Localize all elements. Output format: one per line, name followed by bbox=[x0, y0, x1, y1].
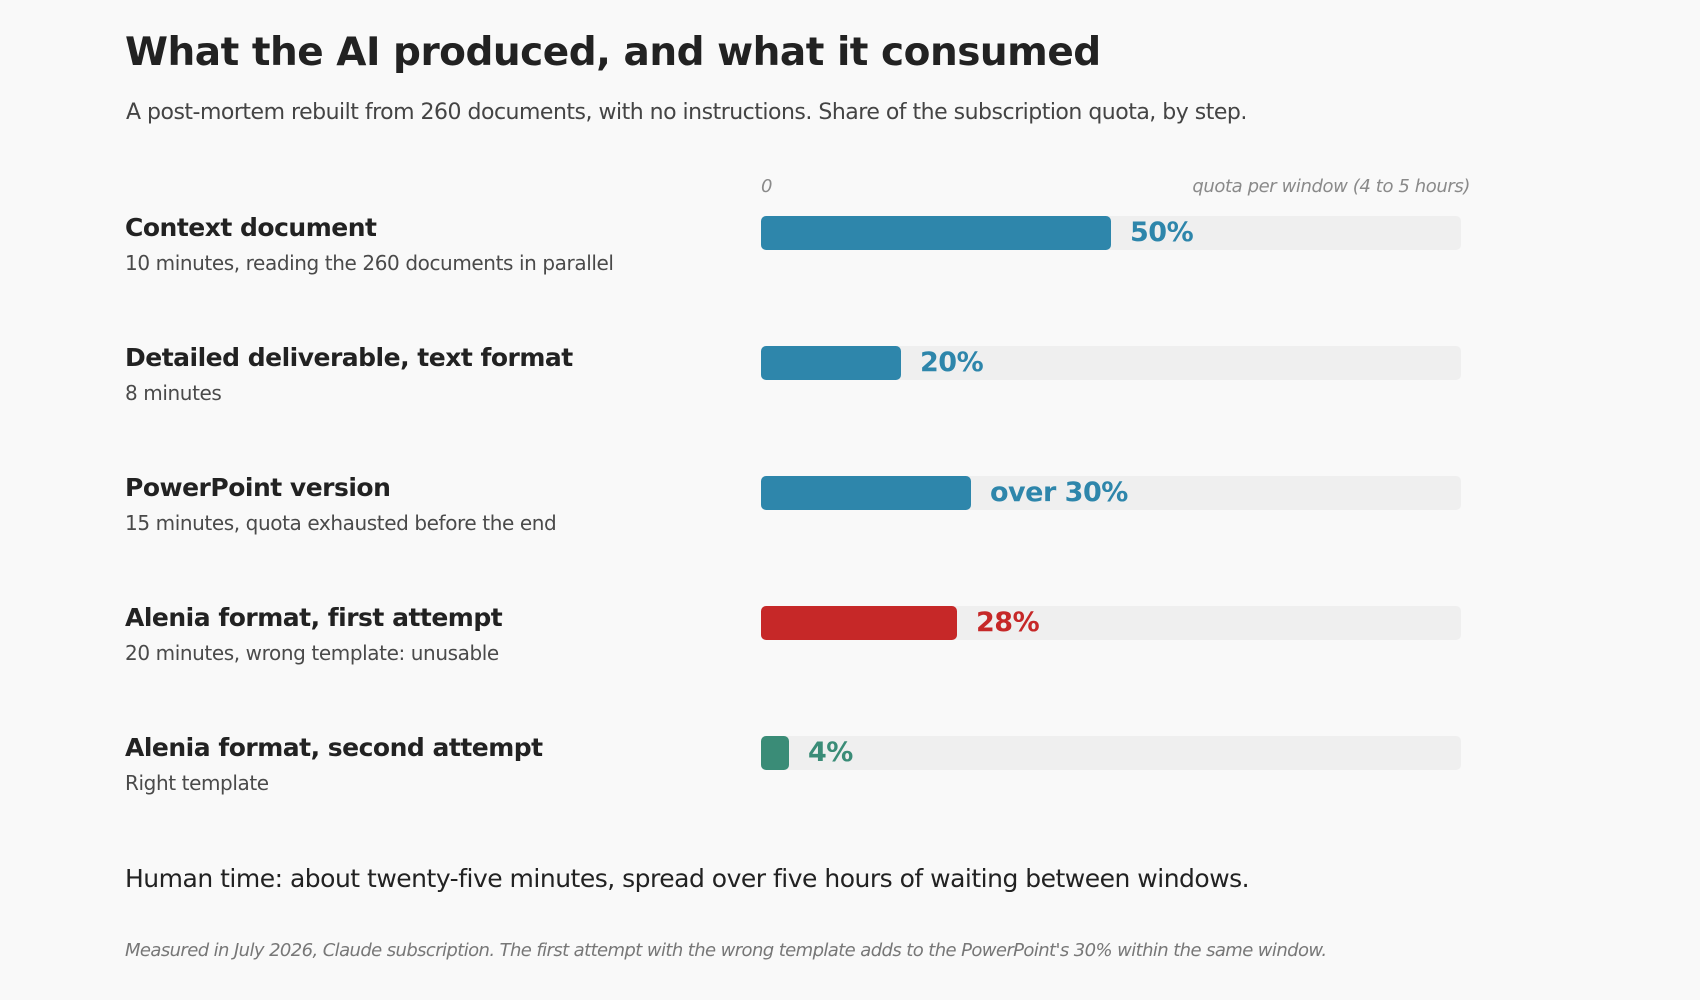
bar bbox=[761, 476, 971, 510]
row-label: Alenia format, second attempt bbox=[125, 733, 543, 762]
row-detail: 20 minutes, wrong template: unusable bbox=[125, 641, 499, 665]
row-detail: Right template bbox=[125, 771, 269, 795]
bar bbox=[761, 346, 901, 380]
axis-caption: quota per window (4 to 5 hours) bbox=[1192, 176, 1470, 197]
row-detail: 8 minutes bbox=[125, 381, 222, 405]
row-label: Context document bbox=[125, 213, 377, 242]
row-label: PowerPoint version bbox=[125, 473, 391, 502]
chart-title: What the AI produced, and what it consum… bbox=[125, 30, 1101, 75]
human-time-note: Human time: about twenty-five minutes, s… bbox=[125, 864, 1250, 893]
axis-zero-label: 0 bbox=[761, 176, 773, 197]
bar-track: 28% bbox=[761, 606, 1461, 640]
bar-row: Detailed deliverable, text format 8 minut… bbox=[125, 343, 1465, 423]
bar-row: Context document 10 minutes, reading the … bbox=[125, 213, 1465, 293]
row-detail: 10 minutes, reading the 260 documents in… bbox=[125, 251, 614, 275]
bar-row: Alenia format, second attempt Right templ… bbox=[125, 733, 1465, 813]
bar-track: 20% bbox=[761, 346, 1461, 380]
bar-track: 4% bbox=[761, 736, 1461, 770]
chart-subtitle: A post-mortem rebuilt from 260 documents… bbox=[126, 100, 1247, 125]
chart-page: What the AI produced, and what it consum… bbox=[125, 0, 1470, 1000]
footnote: Measured in July 2026, Claude subscripti… bbox=[125, 940, 1327, 961]
bar-value-label: 50% bbox=[1130, 217, 1194, 248]
bar-track: 50% bbox=[761, 216, 1461, 250]
row-detail: 15 minutes, quota exhausted before the e… bbox=[125, 511, 557, 535]
bar-track: over 30% bbox=[761, 476, 1461, 510]
bar-row: PowerPoint version 15 minutes, quota exha… bbox=[125, 473, 1465, 553]
bar-value-label: 4% bbox=[808, 737, 853, 768]
bar bbox=[761, 216, 1111, 250]
row-label: Detailed deliverable, text format bbox=[125, 343, 573, 372]
bar-value-label: over 30% bbox=[990, 477, 1128, 508]
bar-row: Alenia format, first attempt 20 minutes, … bbox=[125, 603, 1465, 683]
bar bbox=[761, 736, 789, 770]
bar bbox=[761, 606, 957, 640]
bar-value-label: 28% bbox=[976, 607, 1040, 638]
bar-value-label: 20% bbox=[920, 347, 984, 378]
row-label: Alenia format, first attempt bbox=[125, 603, 503, 632]
